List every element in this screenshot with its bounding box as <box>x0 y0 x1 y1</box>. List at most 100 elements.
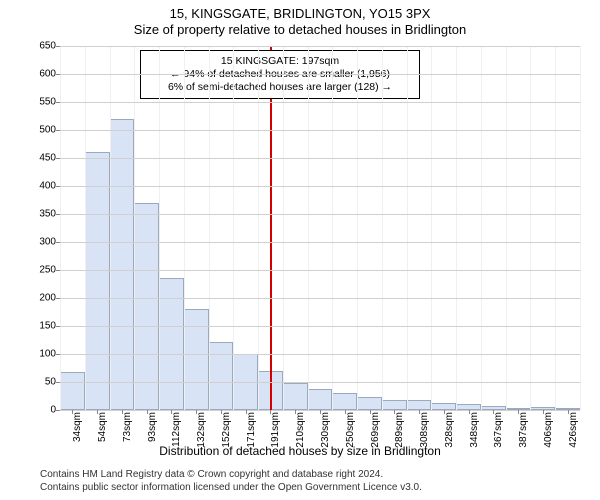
y-tick-mark <box>56 326 60 327</box>
y-tick-mark <box>56 158 60 159</box>
x-tick-label: 210sqm <box>295 412 306 448</box>
y-tick-label: 550 <box>39 97 56 108</box>
x-tick-label: 73sqm <box>122 412 133 442</box>
grid-v <box>431 46 432 410</box>
grid-v <box>530 46 531 410</box>
annotation-line3: 6% of semi-detached houses are larger (1… <box>149 81 411 94</box>
x-tick-label: 132sqm <box>196 412 207 448</box>
x-tick-label: 34sqm <box>72 412 83 442</box>
x-tick-label: 250sqm <box>345 412 356 448</box>
x-tick-label: 308sqm <box>419 412 430 448</box>
title-subtitle: Size of property relative to detached ho… <box>0 22 600 37</box>
grid-h <box>60 46 580 47</box>
x-tick-label: 328sqm <box>444 412 455 448</box>
grid-h <box>60 102 580 103</box>
x-tick-label: 171sqm <box>246 412 257 448</box>
x-tick-label: 289sqm <box>394 412 405 448</box>
y-tick-mark <box>56 186 60 187</box>
x-tick-label: 269sqm <box>370 412 381 448</box>
y-tick-mark <box>56 102 60 103</box>
grid-v <box>85 46 86 410</box>
x-tick-mark <box>320 410 321 414</box>
grid-v <box>134 46 135 410</box>
x-tick-mark <box>147 410 148 414</box>
x-tick-label: 406sqm <box>543 412 554 448</box>
x-tick-label: 54sqm <box>97 412 108 442</box>
y-tick-mark <box>56 270 60 271</box>
grid-h <box>60 326 580 327</box>
grid-v <box>283 46 284 410</box>
x-tick-mark <box>469 410 470 414</box>
grid-v <box>159 46 160 410</box>
y-tick-label: 300 <box>39 237 56 248</box>
grid-v <box>555 46 556 410</box>
grid-v <box>209 46 210 410</box>
grid-v <box>407 46 408 410</box>
y-tick-label: 100 <box>39 349 56 360</box>
x-tick-mark <box>345 410 346 414</box>
bar <box>382 400 407 410</box>
y-tick-label: 250 <box>39 265 56 276</box>
credit-line2: Contains public sector information licen… <box>40 481 422 494</box>
grid-h <box>60 214 580 215</box>
grid-h <box>60 186 580 187</box>
y-tick-label: 400 <box>39 181 56 192</box>
title-block: 15, KINGSGATE, BRIDLINGTON, YO15 3PX Siz… <box>0 6 600 37</box>
y-tick-mark <box>56 214 60 215</box>
grid-v <box>580 46 581 410</box>
grid-v <box>332 46 333 410</box>
grid-h <box>60 354 580 355</box>
x-tick-mark <box>444 410 445 414</box>
x-tick-label: 191sqm <box>270 412 281 448</box>
y-tick-mark <box>56 298 60 299</box>
y-tick-mark <box>56 354 60 355</box>
credit-line1: Contains HM Land Registry data © Crown c… <box>40 468 422 481</box>
x-tick-mark <box>246 410 247 414</box>
x-tick-mark <box>493 410 494 414</box>
bar <box>134 203 159 410</box>
grid-h <box>60 130 580 131</box>
x-tick-mark <box>370 410 371 414</box>
bar <box>308 389 333 410</box>
x-tick-mark <box>72 410 73 414</box>
grid-h <box>60 158 580 159</box>
bar <box>283 383 308 410</box>
grid-v <box>233 46 234 410</box>
grid-v <box>456 46 457 410</box>
x-tick-mark <box>419 410 420 414</box>
y-tick-label: 50 <box>45 377 56 388</box>
bar <box>85 152 110 410</box>
y-tick-label: 600 <box>39 69 56 80</box>
bar <box>431 403 456 410</box>
y-tick-mark <box>56 382 60 383</box>
grid-h <box>60 74 580 75</box>
grid-v <box>184 46 185 410</box>
grid-v <box>382 46 383 410</box>
y-tick-mark <box>56 410 60 411</box>
title-address: 15, KINGSGATE, BRIDLINGTON, YO15 3PX <box>0 6 600 21</box>
plot-area: 15 KINGSGATE: 197sqm ← 94% of detached h… <box>60 46 580 410</box>
x-tick-label: 230sqm <box>320 412 331 448</box>
y-tick-label: 200 <box>39 293 56 304</box>
x-tick-mark <box>568 410 569 414</box>
grid-h <box>60 270 580 271</box>
x-tick-label: 93sqm <box>147 412 158 442</box>
y-tick-mark <box>56 130 60 131</box>
credits: Contains HM Land Registry data © Crown c… <box>40 468 422 494</box>
x-tick-label: 426sqm <box>568 412 579 448</box>
bar <box>60 372 85 410</box>
marker-line <box>270 46 272 410</box>
x-tick-mark <box>97 410 98 414</box>
grid-v <box>60 46 61 410</box>
x-tick-label: 387sqm <box>518 412 529 448</box>
y-tick-label: 450 <box>39 153 56 164</box>
y-tick-label: 650 <box>39 41 56 52</box>
bar <box>407 400 432 410</box>
bar <box>357 397 382 410</box>
x-tick-mark <box>295 410 296 414</box>
grid-v <box>357 46 358 410</box>
grid-h <box>60 382 580 383</box>
chart-page: 15, KINGSGATE, BRIDLINGTON, YO15 3PX Siz… <box>0 0 600 500</box>
grid-v <box>481 46 482 410</box>
y-tick-mark <box>56 242 60 243</box>
